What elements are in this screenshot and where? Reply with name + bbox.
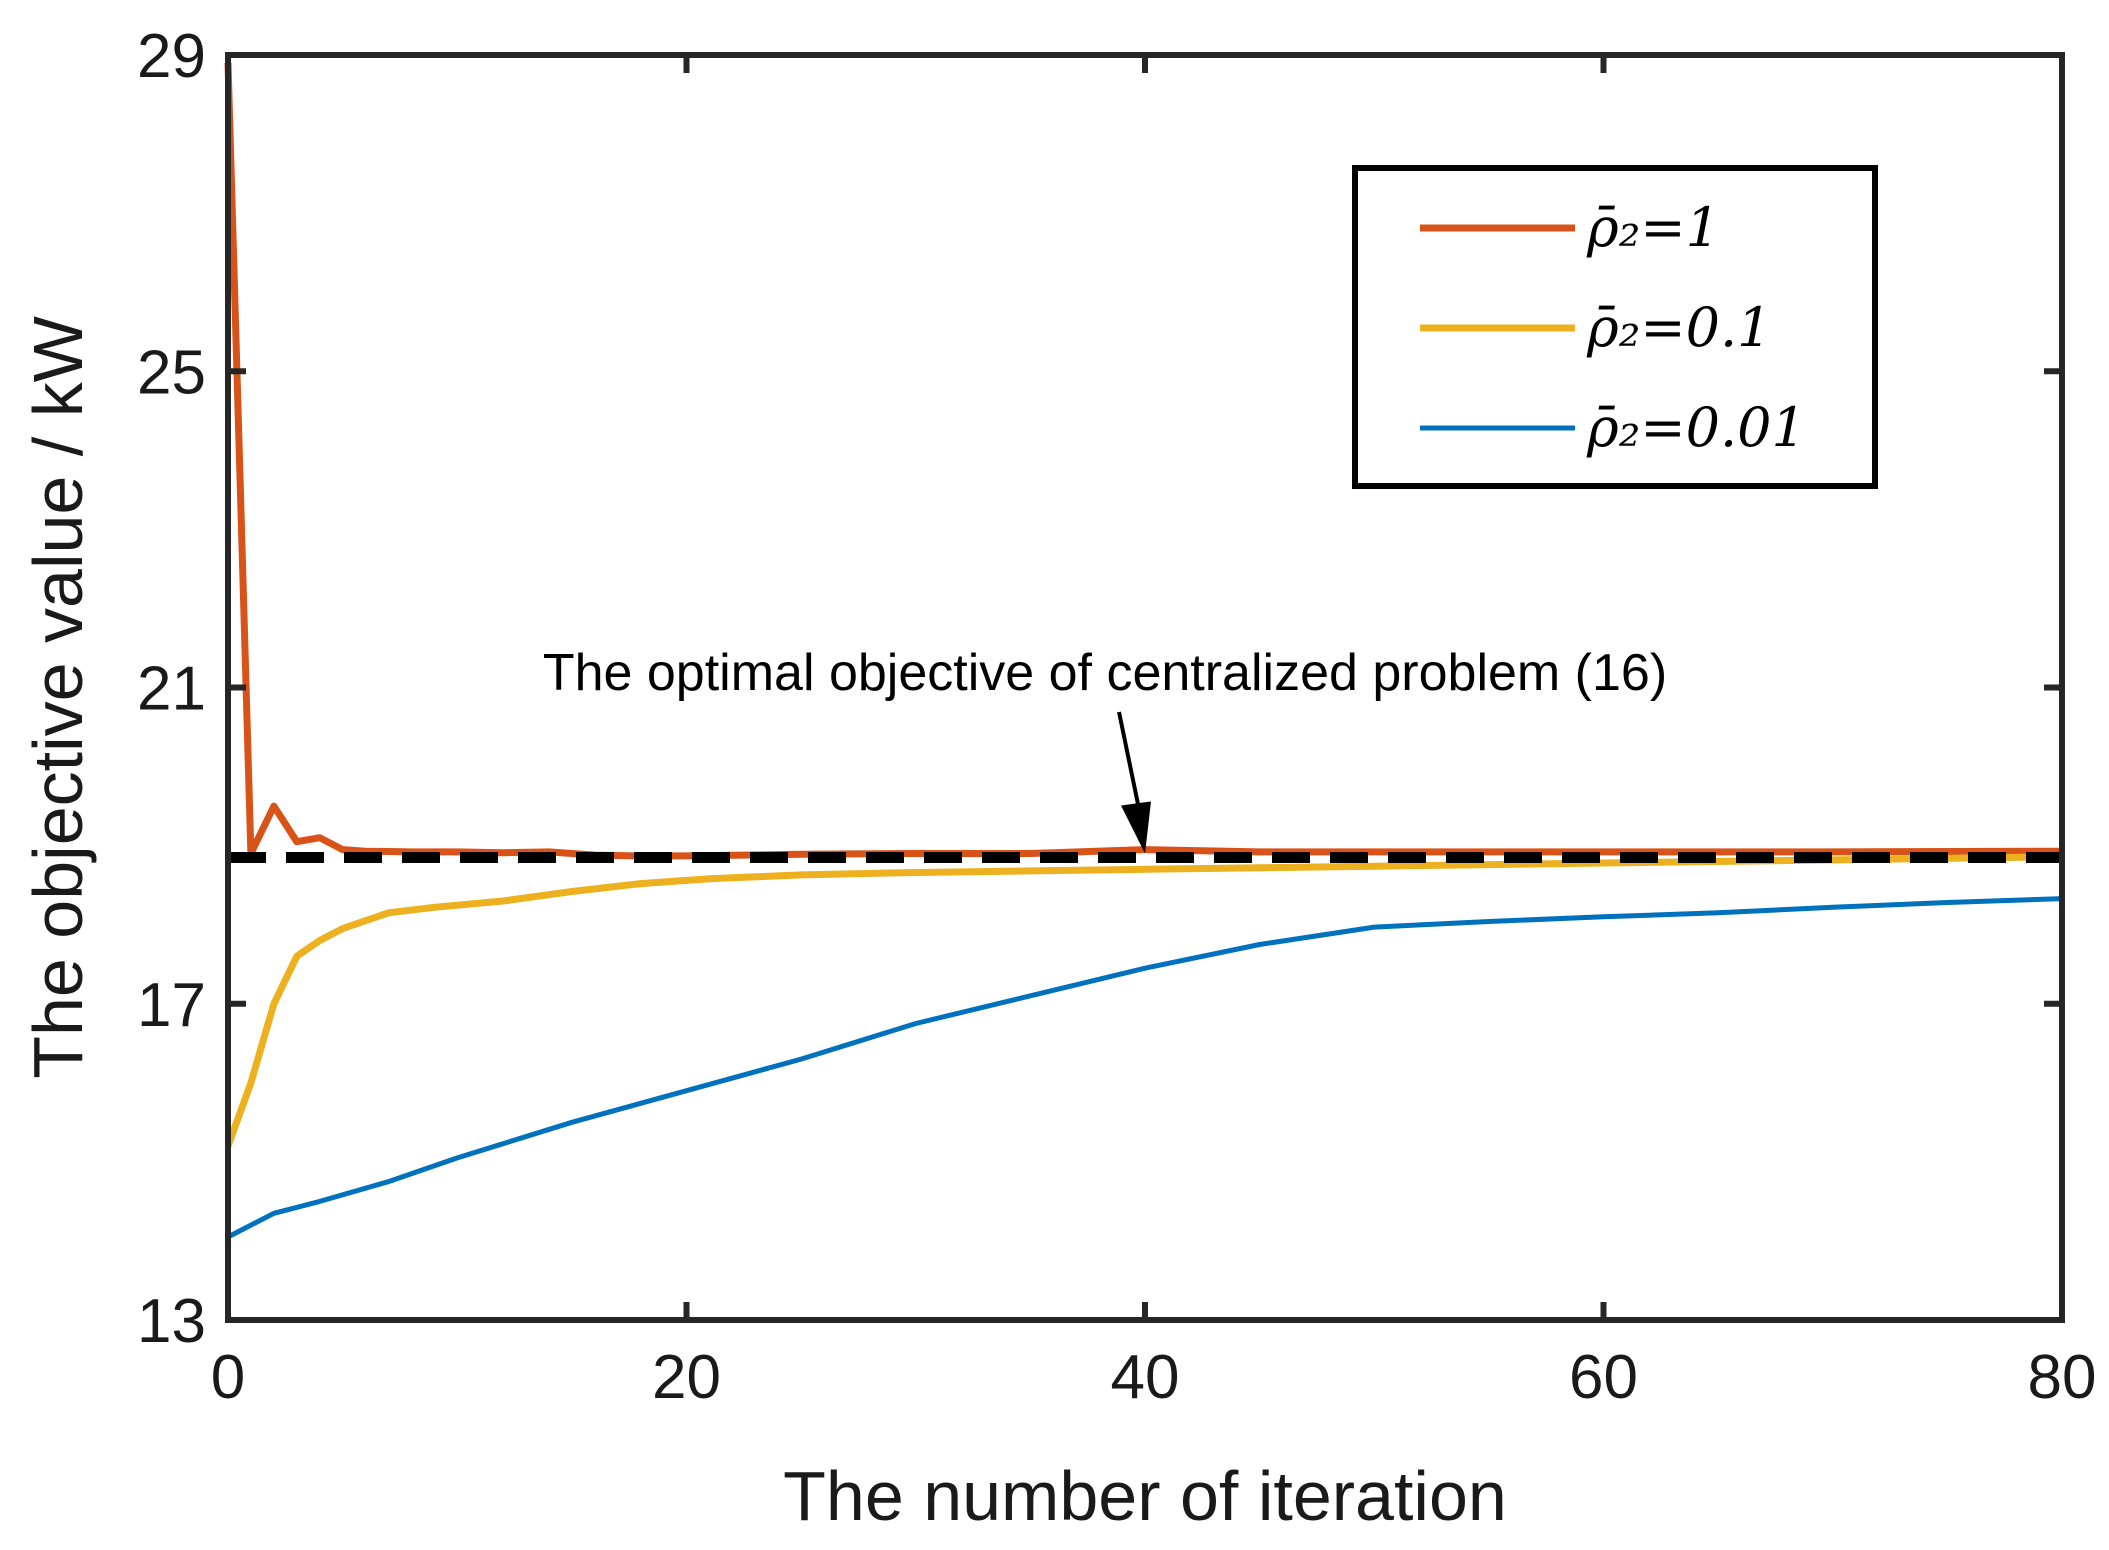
x-tick-label: 40 <box>1111 1343 1180 1412</box>
x-tick-label: 0 <box>211 1343 245 1412</box>
x-tick-label: 60 <box>1569 1343 1638 1412</box>
x-axis-label: The number of iteration <box>783 1457 1507 1535</box>
y-tick-label: 29 <box>137 22 206 91</box>
y-tick-label: 13 <box>137 1287 206 1356</box>
x-tick-label: 80 <box>2028 1343 2097 1412</box>
annotation-layer: The optimal objective of centralized pro… <box>543 644 1667 854</box>
tick-layer: 0 20 40 60 80 13 17 21 25 29 <box>137 22 2096 1412</box>
annotation-arrowhead <box>1121 801 1151 854</box>
x-tick-label: 20 <box>652 1343 721 1412</box>
series-line <box>224 853 2063 1148</box>
legend-label: ρ̄₂=0.1 <box>1586 296 1772 359</box>
y-tick-label: 21 <box>137 655 206 724</box>
legend-label: ρ̄₂=1 <box>1586 196 1720 259</box>
legend: ρ̄₂=1 ρ̄₂=0.1 ρ̄₂=0.01 <box>1352 165 1878 489</box>
legend-label: ρ̄₂=0.01 <box>1586 396 1806 459</box>
series-line <box>226 896 2063 1240</box>
y-axis-label: The objective value / kW <box>19 316 97 1079</box>
y-tick-label: 17 <box>137 971 206 1040</box>
y-tick-label: 25 <box>137 338 206 407</box>
annotation-text: The optimal objective of centralized pro… <box>543 644 1667 702</box>
